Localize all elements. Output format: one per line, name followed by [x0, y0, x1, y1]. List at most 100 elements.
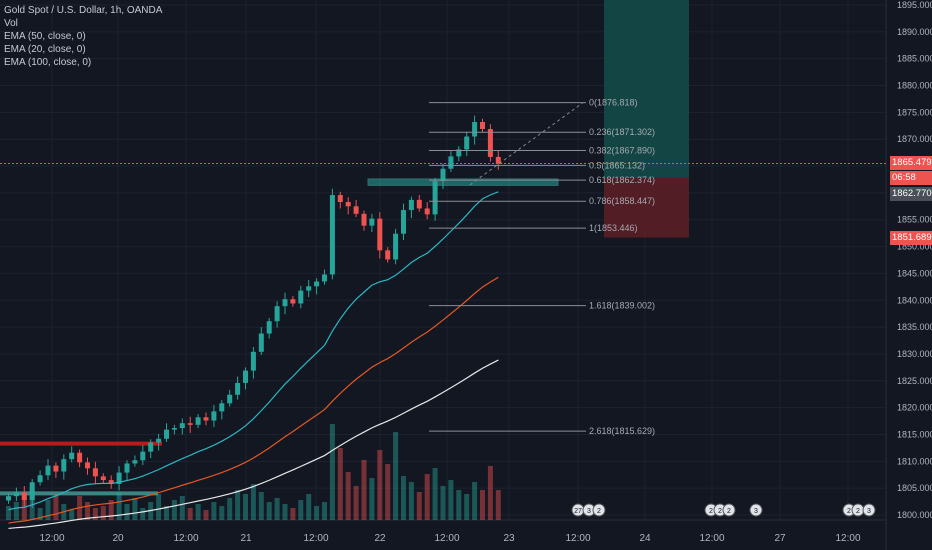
- ema-20-label[interactable]: EMA (20, close, 0): [4, 44, 86, 55]
- volume-bar: [361, 460, 367, 520]
- volume-bar: [227, 498, 233, 520]
- volume-label[interactable]: Vol: [4, 18, 18, 29]
- x-tick-label: 27: [774, 533, 786, 544]
- volume-bar: [108, 500, 114, 520]
- volume-bar: [124, 504, 130, 520]
- fib-level-label: 1(1853.446): [589, 223, 638, 233]
- candle-body: [140, 451, 146, 461]
- candle-body: [100, 476, 106, 481]
- volume-bar: [203, 510, 209, 520]
- candle-body: [53, 465, 59, 472]
- candle-body: [227, 394, 233, 404]
- y-tick-label: 1815.000: [897, 429, 932, 439]
- volume-bar: [156, 494, 162, 520]
- event-badge-label: 2: [709, 508, 713, 515]
- ema-50-label[interactable]: EMA (50, close, 0): [4, 31, 86, 42]
- volume-bar: [408, 482, 414, 520]
- candle-body: [116, 472, 122, 484]
- fib-trend-line: [469, 102, 584, 186]
- loss-zone: [604, 178, 689, 238]
- event-badge: [722, 503, 736, 517]
- event-badge: [592, 503, 606, 517]
- x-tick-label: 12:00: [303, 533, 328, 544]
- fib-level-label: 2.618(1815.629): [589, 426, 655, 436]
- candle-body: [282, 299, 288, 307]
- candle-body: [148, 442, 154, 452]
- y-tick-label: 1850.000: [897, 242, 932, 252]
- candle-body: [219, 403, 225, 412]
- volume-bar: [258, 492, 264, 520]
- candle-body: [369, 218, 375, 226]
- candle-body: [353, 206, 359, 214]
- candle-body: [69, 452, 75, 460]
- volume-bar: [306, 494, 312, 520]
- volume-bar: [329, 424, 335, 520]
- candle-body: [495, 156, 501, 164]
- candle-body: [85, 462, 90, 469]
- x-tick-label: 23: [503, 533, 515, 544]
- candle-body: [298, 290, 304, 304]
- volume-bar: [282, 504, 288, 520]
- candle-body: [432, 181, 438, 215]
- volume-bar: [219, 506, 225, 520]
- candle-body: [440, 168, 446, 182]
- x-tick-label: 12:00: [39, 533, 64, 544]
- volume-bar: [92, 508, 98, 520]
- ema-50-line: [8, 276, 499, 524]
- candle-body: [464, 136, 470, 150]
- event-badge-label: 3: [754, 508, 758, 515]
- candle-body: [179, 423, 185, 429]
- ema-100-label[interactable]: EMA (100, close, 0): [4, 57, 92, 68]
- fib-level-label: 0.786(1858.447): [589, 196, 655, 206]
- candle-body: [487, 129, 493, 157]
- y-tick-label: 1835.000: [897, 322, 932, 332]
- volume-bar: [132, 498, 138, 520]
- fib-level-label: 0.5(1865.132): [589, 160, 645, 170]
- volume-bar: [250, 484, 256, 520]
- candle-body: [124, 463, 130, 473]
- candle-body: [274, 306, 280, 322]
- candle-body: [337, 195, 343, 203]
- chart-legend: Gold Spot / U.S. Dollar, 1h, OANDA Vol E…: [4, 4, 162, 69]
- x-tick-label: 12:00: [434, 533, 459, 544]
- candle-body: [329, 195, 335, 275]
- y-tick-label: 1800.000: [897, 510, 932, 520]
- stop-price-tag: 1851.689: [890, 231, 932, 245]
- candle-body: [306, 286, 312, 291]
- y-tick-label: 1845.000: [897, 268, 932, 278]
- y-tick-label: 1895.000: [897, 0, 932, 10]
- event-badge-label: 27: [574, 508, 582, 515]
- candle-body: [108, 480, 114, 484]
- candle-body: [37, 475, 43, 483]
- volume-bar: [274, 498, 280, 520]
- candle-body: [290, 299, 296, 304]
- volume-bar: [235, 490, 241, 520]
- volume-bar: [69, 510, 75, 520]
- candle-body: [211, 411, 217, 421]
- volume-bar: [401, 476, 406, 520]
- candle-body: [187, 423, 193, 425]
- symbol-title[interactable]: Gold Spot / U.S. Dollar, 1h, OANDA: [4, 5, 163, 16]
- y-tick-label: 1805.000: [897, 483, 932, 493]
- candle-body: [456, 149, 462, 157]
- resistance-zone: [0, 441, 162, 446]
- volume-bar: [171, 500, 177, 520]
- candle-body: [361, 213, 367, 226]
- candle-body: [322, 274, 327, 282]
- volume-bar: [314, 506, 320, 520]
- volume-bar: [187, 508, 193, 520]
- y-tick-label: 1830.000: [897, 349, 932, 359]
- old-support-zone: [0, 491, 158, 496]
- x-tick-label: 21: [240, 533, 252, 544]
- y-tick-label: 1840.000: [897, 295, 932, 305]
- volume-bar: [85, 502, 90, 520]
- y-tick-label: 1885.000: [897, 54, 932, 64]
- volume-bar: [448, 480, 454, 520]
- entry-price-tag: 1862.770: [890, 187, 932, 201]
- volume-bar: [37, 508, 43, 520]
- y-tick-label: 1810.000: [897, 456, 932, 466]
- candle-body: [45, 465, 51, 476]
- candle-body: [472, 122, 478, 137]
- volume-bar: [21, 498, 27, 520]
